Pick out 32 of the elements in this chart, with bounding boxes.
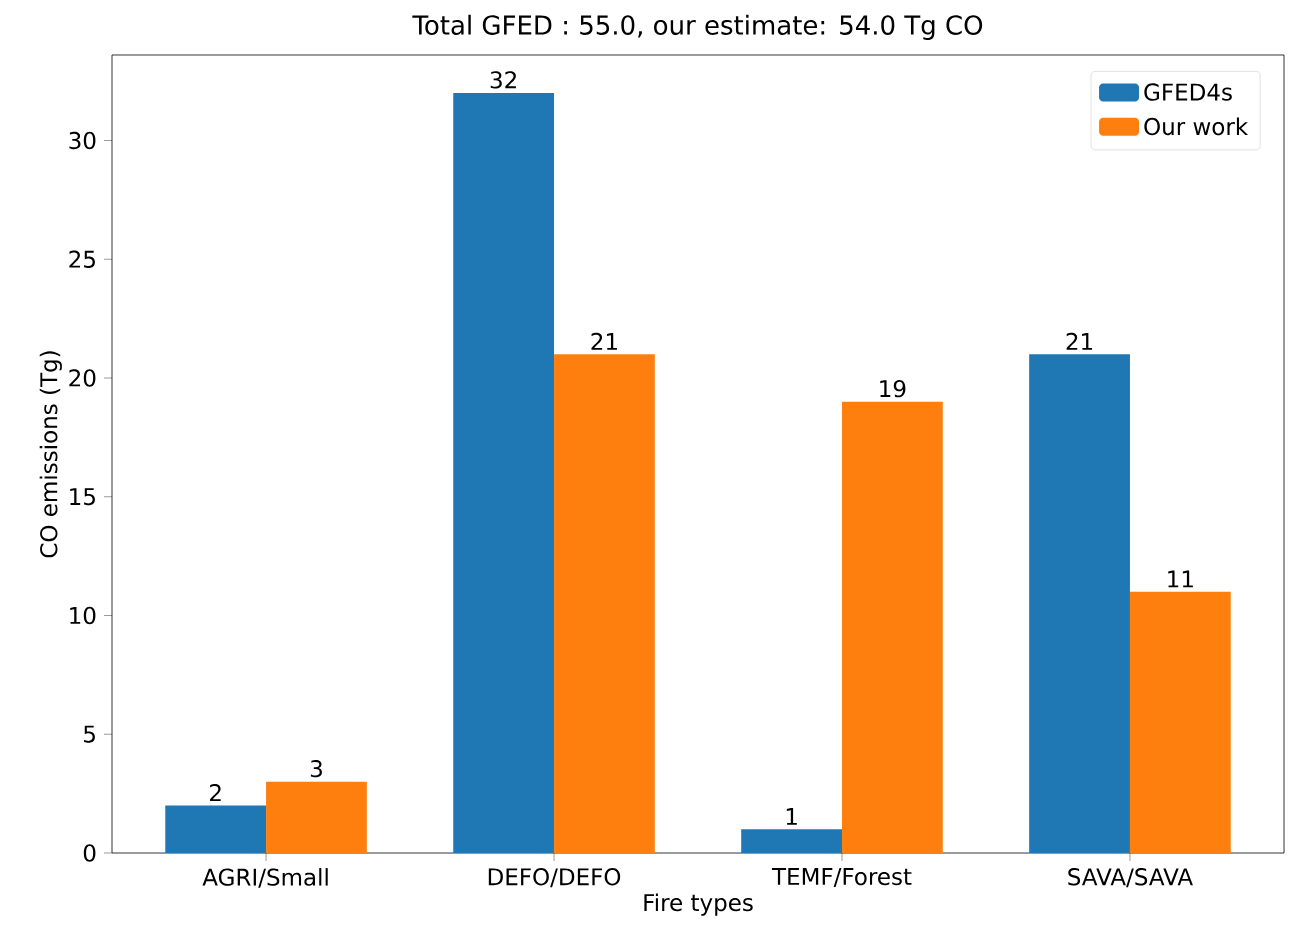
y-tick-label: 5: [84, 725, 95, 743]
bar: [554, 354, 655, 853]
legend-label: Our work: [1144, 117, 1249, 136]
y-tick-label: 0: [83, 844, 96, 862]
x-tick-label: DEFO/DEFO: [488, 868, 621, 888]
bar: [266, 781, 367, 853]
data-label: 32: [490, 71, 516, 89]
bar: [741, 829, 842, 853]
data-label: 2: [210, 784, 221, 802]
x-axis-title: Fire types: [644, 893, 753, 916]
bar: [453, 93, 555, 853]
data-label: 3: [310, 759, 322, 778]
legend-label: GFED4s: [1144, 83, 1232, 101]
y-tick-label: 30: [69, 131, 96, 150]
data-label: 21: [591, 332, 617, 350]
bar: [841, 401, 943, 853]
chart-title: Total GFED : 55.0, our estimate: 54.0 Tg CO: [412, 14, 983, 40]
data-label: 1: [786, 808, 797, 825]
x-tick-label: SAVA/SAVA: [1068, 868, 1193, 888]
bar: [165, 805, 267, 853]
y-tick-label: 25: [69, 250, 95, 268]
x-tick-label: AGRI/Small: [202, 868, 328, 888]
data-label: 11: [1168, 570, 1193, 588]
y-tick-label: 20: [69, 369, 96, 387]
bar: [1029, 354, 1130, 853]
data-label: 19: [880, 379, 906, 398]
y-tick-label: 10: [70, 606, 96, 625]
y-tick-label: 15: [70, 488, 95, 506]
y-axis-title: CO emissions (Tg): [39, 351, 62, 558]
data-label: 21: [1066, 332, 1093, 350]
bar: [1129, 591, 1231, 853]
x-tick-label: TEMF/Forest: [771, 868, 912, 887]
